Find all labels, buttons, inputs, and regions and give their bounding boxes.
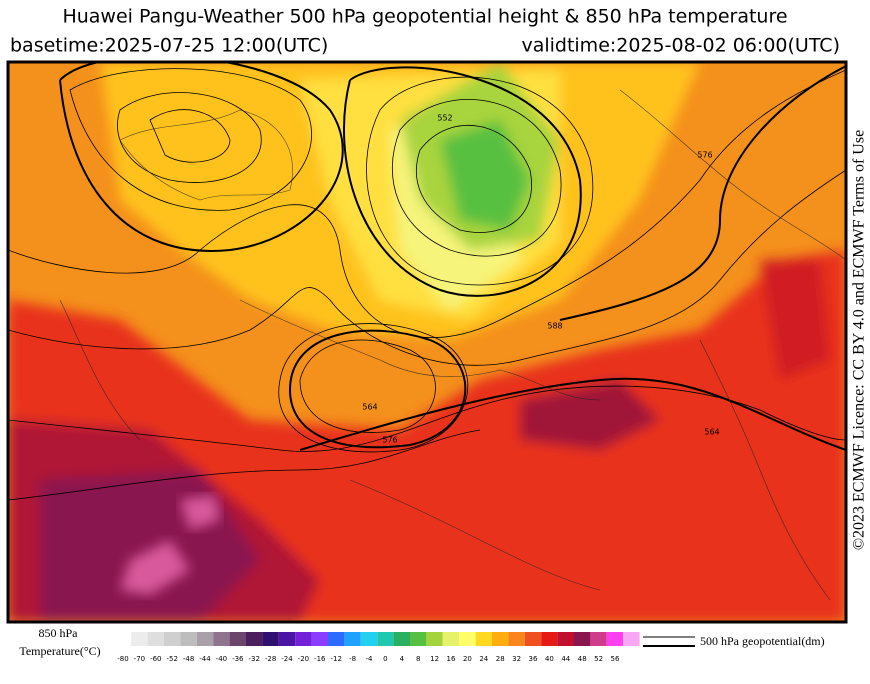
colorbar-tick-label: 8 [416,655,420,663]
legend-title: 850 hPa [39,626,79,640]
colorbar-swatch [311,632,328,646]
colorbar-swatch [393,632,410,646]
colorbar-swatch [459,632,476,646]
colorbar-swatch [426,632,443,646]
colorbar-tick-label: 0 [383,655,387,663]
colorbar-swatch [164,632,181,646]
colorbar-swatch [213,632,230,646]
colorbar-swatch [475,632,492,646]
colorbar-swatch [606,632,624,646]
colorbar-swatch [557,632,574,646]
contour-label: 576 [697,151,712,160]
colorbar-swatch [147,632,164,646]
colorbar-swatch [410,632,427,646]
colorbar-tick-label: 40 [545,655,554,663]
colorbar-tick-label: 20 [463,655,472,663]
colorbar-tick-label: 4 [400,655,405,663]
legend-title: Temperature(°C) [19,644,100,658]
contour-label: 564 [704,428,719,437]
colorbar-swatch [180,632,197,646]
colorbar-swatch [574,632,591,646]
colorbar-tick-label: -80 [117,655,128,663]
colorbar-tick-label: -16 [314,655,326,663]
colorbar-tick-label: 16 [447,655,456,663]
colorbar-swatch [508,632,525,646]
colorbar-swatch [295,632,312,646]
colorbar-swatch [328,632,345,646]
colorbar-swatch [278,632,296,646]
contour-labels: 552 576 564 588 576 564 [362,114,719,445]
colorbar-tick-label: -36 [232,655,244,663]
colorbar-tick-label: -32 [248,655,259,663]
colorbar-tick-label: -8 [349,655,356,663]
contour-label: 564 [362,403,377,412]
colorbar-swatch [377,632,394,646]
colorbar-tick-label: -52 [166,655,177,663]
colorbar-tick-label: 24 [479,655,488,663]
colorbar: -80 -70 -60 -52 -48 -44 -40 -36 -32 -28 -24 -20 -16-… [117,632,640,663]
colorbar-tick-label: 28 [496,655,505,663]
title: Huawei Pangu-Weather 500 hPa geopotentia… [62,6,787,28]
credit: ©2023 ECMWF Licence: CC BY 4.0 and ECMWF… [851,130,868,550]
map: 552 576 564 588 576 564 [8,62,846,622]
colorbar-tick-label: -28 [265,655,276,663]
colorbar-swatch [344,632,361,646]
coastlines [59,89,846,601]
colorbar-swatch [442,632,460,646]
colorbar-tick-label: -70 [134,655,145,663]
colorbar-tick-label: 48 [578,655,587,663]
validtime: validtime:2025-08-02 06:00(UTC) [521,35,840,57]
map-frame [6,60,848,624]
contour-label: 576 [382,436,397,445]
colorbar-tick-label: 44 [561,655,570,663]
colorbar-swatch [590,632,607,646]
colorbar-swatch [229,632,246,646]
colorbar-tick-label: -60 [150,655,161,663]
colorbar-swatch [196,632,214,646]
colorbar-swatch [541,632,558,646]
colorbar-swatch [524,632,542,646]
contour-label: 588 [547,322,562,331]
colorbar-tick-label: -40 [216,655,227,663]
colorbar-tick-label: -48 [183,655,194,663]
contour-label: 552 [437,114,452,123]
colorbar-swatch [623,632,640,646]
colorbar-tick-label: -4 [366,655,374,663]
colorbar-tick-label: -24 [281,655,293,663]
colorbar-swatch [246,632,263,646]
colorbar-swatch [262,632,279,646]
colorbar-tick-label: 32 [512,655,521,663]
major-contours [59,62,846,451]
basetime: basetime:2025-07-25 12:00(UTC) [10,35,328,57]
colorbar-tick-label: 56 [611,655,620,663]
colorbar-tick-label: -44 [199,655,211,663]
contour-legend-label: 500 hPa geopotential(dm) [700,634,825,648]
colorbar-swatch [492,632,509,646]
colorbar-tick-label: 12 [430,655,439,663]
colorbar-swatch [131,632,148,646]
colorbar-tick-label: 36 [529,655,538,663]
colorbar-tick-label: 52 [594,655,603,663]
colorbar-tick-label: -12 [330,655,341,663]
colorbar-tick-label: -20 [298,655,309,663]
colorbar-swatch [360,632,378,646]
